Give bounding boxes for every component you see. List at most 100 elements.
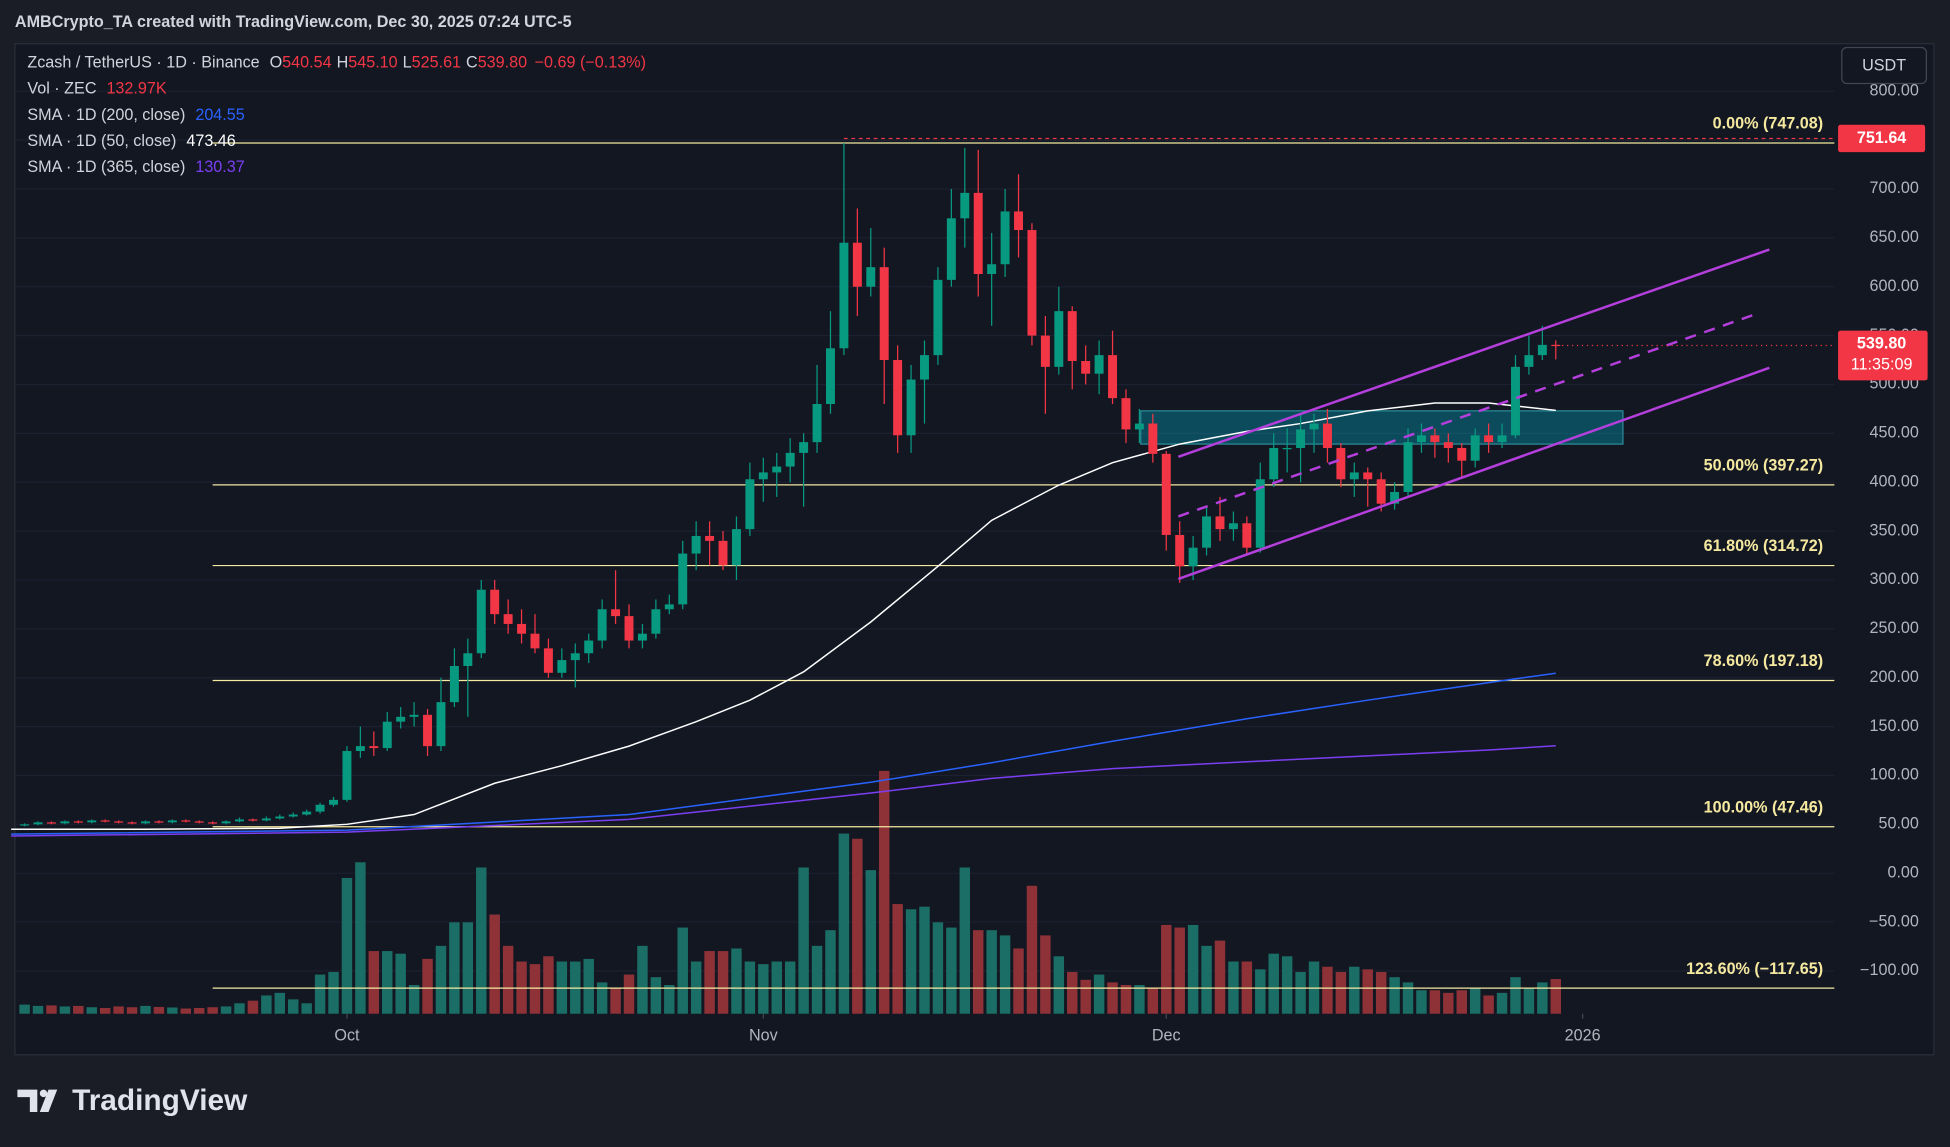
candle-body	[866, 267, 876, 287]
volume-bar	[1080, 979, 1091, 1014]
volume-bar	[435, 945, 447, 1014]
y-tick-label: 250.00	[1869, 619, 1918, 637]
volume-bar	[946, 927, 957, 1014]
volume-bar	[529, 964, 541, 1014]
volume-bar	[46, 1005, 57, 1014]
candle-body	[46, 822, 56, 824]
volume-bar	[180, 1008, 191, 1014]
volume-bar	[462, 922, 474, 1014]
volume-bar	[1389, 977, 1400, 1014]
sma-value: 204.55	[195, 106, 244, 124]
volume-bar	[973, 930, 984, 1014]
volume-bar	[731, 948, 742, 1014]
high-price-label: 751.64	[1857, 129, 1906, 147]
volume-bar	[717, 951, 729, 1014]
candle-body	[1282, 447, 1292, 450]
candle-body	[664, 604, 674, 610]
candle-body	[1537, 344, 1547, 356]
volume-bar	[167, 1007, 178, 1014]
candle-body	[315, 804, 325, 812]
volume-bar	[247, 1000, 259, 1014]
candle-body	[624, 616, 634, 641]
candle-body	[288, 814, 298, 817]
channel-line	[1177, 248, 1770, 458]
volume-bar	[1335, 971, 1347, 1014]
candle-body	[154, 821, 164, 823]
candle-body	[530, 633, 540, 649]
logo-mark	[17, 1089, 58, 1112]
candle-body	[208, 822, 218, 824]
volume-bar	[758, 964, 769, 1014]
candle-body	[785, 452, 795, 467]
candle-body	[396, 716, 406, 722]
candle-body	[1497, 435, 1507, 443]
candle-body	[772, 466, 782, 473]
candle-body	[839, 242, 849, 349]
volume-bar	[1469, 987, 1481, 1014]
volume-bar	[1093, 974, 1105, 1014]
volume-bar	[287, 999, 299, 1014]
candle-body	[879, 267, 889, 361]
candle-body	[1094, 355, 1104, 374]
volume-bar	[1255, 969, 1266, 1014]
candle-body	[584, 640, 594, 654]
volume-bar	[825, 930, 836, 1014]
volume-bar	[1322, 966, 1333, 1014]
volume-bar	[449, 922, 460, 1014]
volume-bar	[99, 1007, 111, 1014]
volume-bar	[583, 958, 594, 1014]
volume-bar	[623, 974, 635, 1014]
sma-name: SMA · 1D (50, close)	[27, 132, 176, 150]
candle-body	[436, 702, 446, 747]
candle-body	[1242, 523, 1252, 548]
candle-body	[1322, 423, 1332, 448]
candle-body	[1309, 423, 1319, 430]
fib-label: 78.60% (197.18)	[1704, 652, 1823, 670]
y-tick-label: 300.00	[1869, 570, 1918, 588]
sma-value: 130.37	[195, 158, 244, 176]
volume-bar	[73, 1005, 84, 1014]
legend-row: SMA · 1D (365, close) 130.37	[27, 158, 244, 176]
volume-bar	[1134, 985, 1145, 1014]
volume-bar	[1053, 956, 1065, 1014]
candle-body	[1376, 479, 1386, 504]
volume-bar	[878, 770, 890, 1014]
volume-bar	[220, 1006, 232, 1014]
usdt-button[interactable]: USDT	[1841, 46, 1927, 85]
volume-bar	[382, 951, 393, 1014]
candle-body	[1349, 472, 1359, 480]
y-tick-label: −100.00	[1860, 961, 1919, 979]
volume-bar	[328, 971, 339, 1014]
candle-body	[705, 535, 715, 541]
candle-body	[651, 609, 661, 634]
volume-bar	[677, 927, 688, 1014]
candle-body	[758, 472, 768, 480]
sma-name: SMA · 1D (365, close)	[27, 158, 185, 176]
ohlc-key: L	[403, 54, 412, 72]
volume-bar	[1483, 995, 1494, 1014]
plot: 0.00% (747.08) 50.00% (397.27) 61.80% (314…	[11, 115, 1835, 989]
volume-bar	[341, 877, 353, 1014]
volume-bar	[919, 906, 930, 1014]
volume-bar	[610, 987, 621, 1014]
volume-bar	[1201, 945, 1212, 1014]
volume-bar	[1496, 992, 1508, 1014]
candle-body	[1161, 453, 1171, 535]
candle-body	[1269, 447, 1279, 480]
usdt-button-frame[interactable]	[1841, 46, 1927, 85]
change: −0.69 (−0.13%)	[535, 54, 646, 72]
candle-body	[597, 609, 607, 641]
volume-bar	[234, 1003, 245, 1014]
currency[interactable]: USDT	[1862, 56, 1906, 74]
y-tick-label: 150.00	[1869, 717, 1918, 735]
candle-body	[1000, 211, 1010, 265]
candle-body	[248, 819, 258, 821]
candle-body	[1121, 398, 1131, 430]
candle-body	[893, 360, 903, 436]
channel-line	[1177, 366, 1770, 581]
candle-body	[1228, 523, 1238, 530]
volume-bar	[1067, 971, 1078, 1014]
volume-bar	[126, 1007, 138, 1014]
candle-body	[1014, 211, 1023, 231]
y-tick-label: 100.00	[1869, 766, 1918, 784]
